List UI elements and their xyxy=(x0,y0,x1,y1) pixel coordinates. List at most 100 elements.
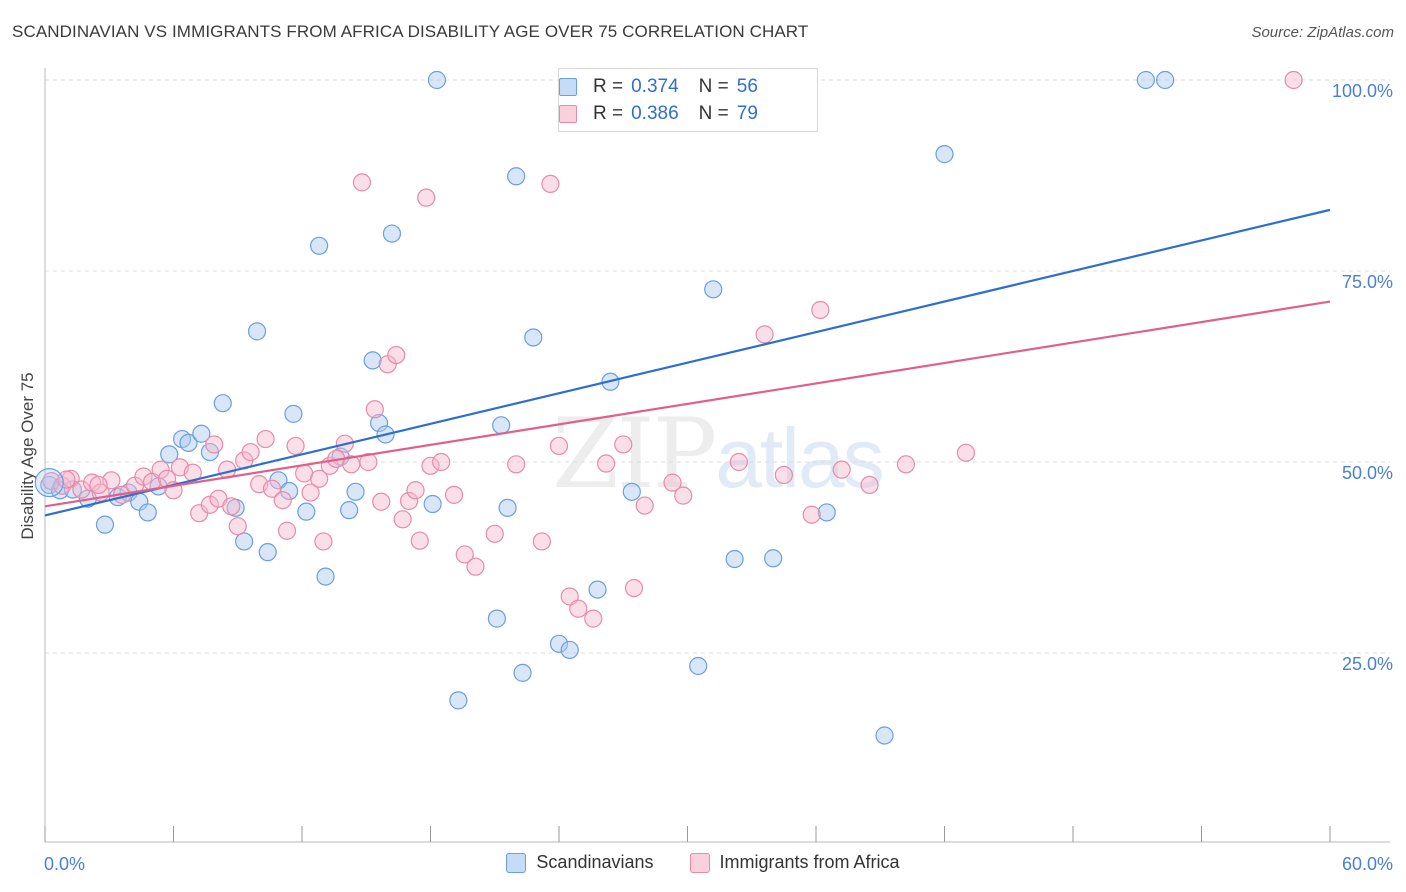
legend-r-label: R = xyxy=(593,76,624,97)
correlation-legend: R = 0.374 N = 56 R = 0.386 N = 79 xyxy=(558,68,818,132)
point-africa xyxy=(444,485,464,504)
point-scandinavian xyxy=(935,145,954,164)
y-tick-label: 25.0% xyxy=(1342,654,1393,674)
point-scandinavian xyxy=(95,515,115,534)
legend-n-label: N = xyxy=(698,76,729,97)
point-africa xyxy=(663,473,682,492)
point-africa xyxy=(228,517,247,536)
point-africa xyxy=(262,479,282,498)
point-africa xyxy=(635,496,654,515)
point-scandinavian xyxy=(492,416,511,435)
point-africa xyxy=(421,456,440,475)
y-tick-label: 75.0% xyxy=(1342,272,1393,292)
point-scandinavian xyxy=(138,503,157,522)
point-scandinavian xyxy=(363,351,382,370)
point-africa xyxy=(549,436,569,456)
source-label: Source: ZipAtlas.com xyxy=(1251,24,1394,41)
point-africa xyxy=(387,345,406,365)
point-africa xyxy=(89,475,108,495)
point-scandinavian xyxy=(449,691,468,710)
watermark: ZIPatlas xyxy=(552,398,885,510)
point-scandinavian xyxy=(498,498,517,517)
point-scandinavian xyxy=(310,236,329,255)
point-africa xyxy=(352,173,372,192)
point-africa xyxy=(485,524,504,543)
point-africa xyxy=(365,400,384,419)
point-scandinavian xyxy=(622,482,641,501)
point-scandinavian xyxy=(423,494,442,514)
point-scandinavian xyxy=(764,549,783,568)
point-africa xyxy=(222,497,241,516)
point-africa xyxy=(507,455,526,474)
chart-title: SCANDINAVIAN VS IMMIGRANTS FROM AFRICA D… xyxy=(12,22,809,41)
point-africa xyxy=(134,467,153,486)
trendline-africa xyxy=(44,300,1331,508)
legend-swatch-blue xyxy=(559,78,577,96)
point-scandinavian xyxy=(179,433,198,452)
point-scandinavian xyxy=(258,543,277,562)
series-legend: Scandinavians Immigrants from Africa xyxy=(0,852,1406,873)
series-label: Scandinavians xyxy=(536,852,654,872)
point-scandinavian xyxy=(487,609,506,628)
point-africa xyxy=(406,481,425,500)
point-africa xyxy=(393,510,412,529)
point-scandinavian xyxy=(427,70,447,90)
point-scandinavian xyxy=(513,663,532,682)
legend-r-label: R = xyxy=(593,103,624,124)
legend-r-value: 0.374 xyxy=(631,76,679,97)
point-africa xyxy=(569,599,588,618)
y-tick-label: 100.0% xyxy=(1332,81,1393,101)
point-africa xyxy=(896,455,916,474)
point-africa xyxy=(241,442,260,462)
swatch-pink xyxy=(689,852,710,873)
point-scandinavian xyxy=(213,394,232,413)
point-africa xyxy=(301,483,320,502)
point-scandinavian xyxy=(382,224,402,243)
series-legend-africa[interactable]: Immigrants from Africa xyxy=(689,852,900,873)
point-scandinavian xyxy=(1155,70,1175,90)
point-africa xyxy=(277,521,297,540)
point-africa xyxy=(541,174,560,194)
legend-swatch-pink xyxy=(559,105,577,123)
point-africa xyxy=(417,188,436,207)
point-scandinavian xyxy=(235,532,254,551)
point-scandinavian xyxy=(524,328,543,347)
legend-row-scandinavians: R = 0.374 N = 56 xyxy=(559,75,758,99)
point-africa xyxy=(42,472,61,491)
point-scandinavian xyxy=(247,322,267,341)
y-tick-label: 50.0% xyxy=(1342,463,1393,483)
point-africa xyxy=(256,429,275,449)
point-africa xyxy=(310,469,329,488)
point-africa xyxy=(584,609,603,628)
point-africa xyxy=(455,545,474,564)
point-africa xyxy=(729,452,749,472)
point-africa xyxy=(466,557,485,576)
point-africa xyxy=(802,505,821,524)
watermark-atlas: atlas xyxy=(715,411,884,505)
point-africa xyxy=(432,452,451,472)
point-africa xyxy=(832,460,851,479)
point-africa xyxy=(151,460,170,479)
point-scandinavian xyxy=(817,503,836,522)
point-africa xyxy=(674,486,693,505)
point-africa xyxy=(372,492,391,511)
point-africa xyxy=(956,443,976,462)
point-africa xyxy=(286,436,305,456)
legend-row-africa: R = 0.386 N = 79 xyxy=(559,102,758,126)
series-legend-scandinavians[interactable]: Scandinavians xyxy=(506,852,654,873)
point-africa xyxy=(597,454,616,473)
legend-r-value: 0.386 xyxy=(631,103,679,124)
point-scandinavian xyxy=(160,445,179,464)
legend-n-label: N = xyxy=(698,103,729,124)
point-scandinavian xyxy=(507,167,526,186)
point-scandinavian xyxy=(284,404,303,423)
legend-n-value: 56 xyxy=(736,76,758,97)
series-label: Immigrants from Africa xyxy=(719,852,900,872)
x-tick-label: 60.0% xyxy=(1342,854,1393,874)
point-africa xyxy=(72,480,91,499)
point-africa xyxy=(532,532,551,551)
x-tick-label: 0.0% xyxy=(44,854,85,874)
trendline-scandinavian xyxy=(44,208,1331,517)
watermark-zip: ZIP xyxy=(552,398,717,510)
